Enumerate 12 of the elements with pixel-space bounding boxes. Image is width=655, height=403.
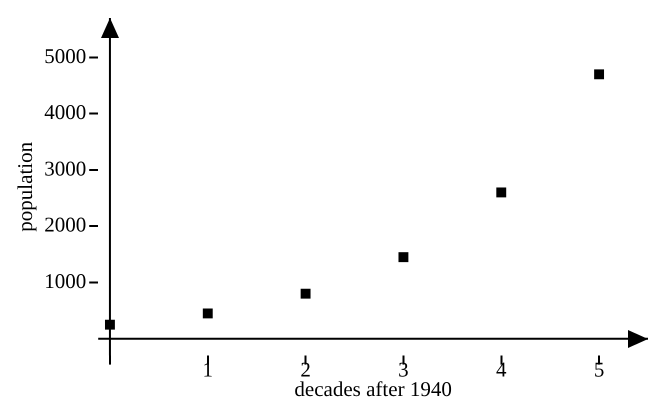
y-tick-label: 4000 [44,100,86,124]
x-tick-label: 4 [496,358,508,382]
y-tick-label: 1000 [44,268,86,293]
point [202,308,213,318]
y-axis-title: population [13,141,38,232]
point [594,69,604,80]
y-tick-label: 3000 [44,156,86,180]
y-tick-label: 2000 [44,212,86,237]
y-tick-label: 5000 [44,44,86,68]
point [496,187,506,198]
point [398,252,408,262]
point [300,288,311,299]
